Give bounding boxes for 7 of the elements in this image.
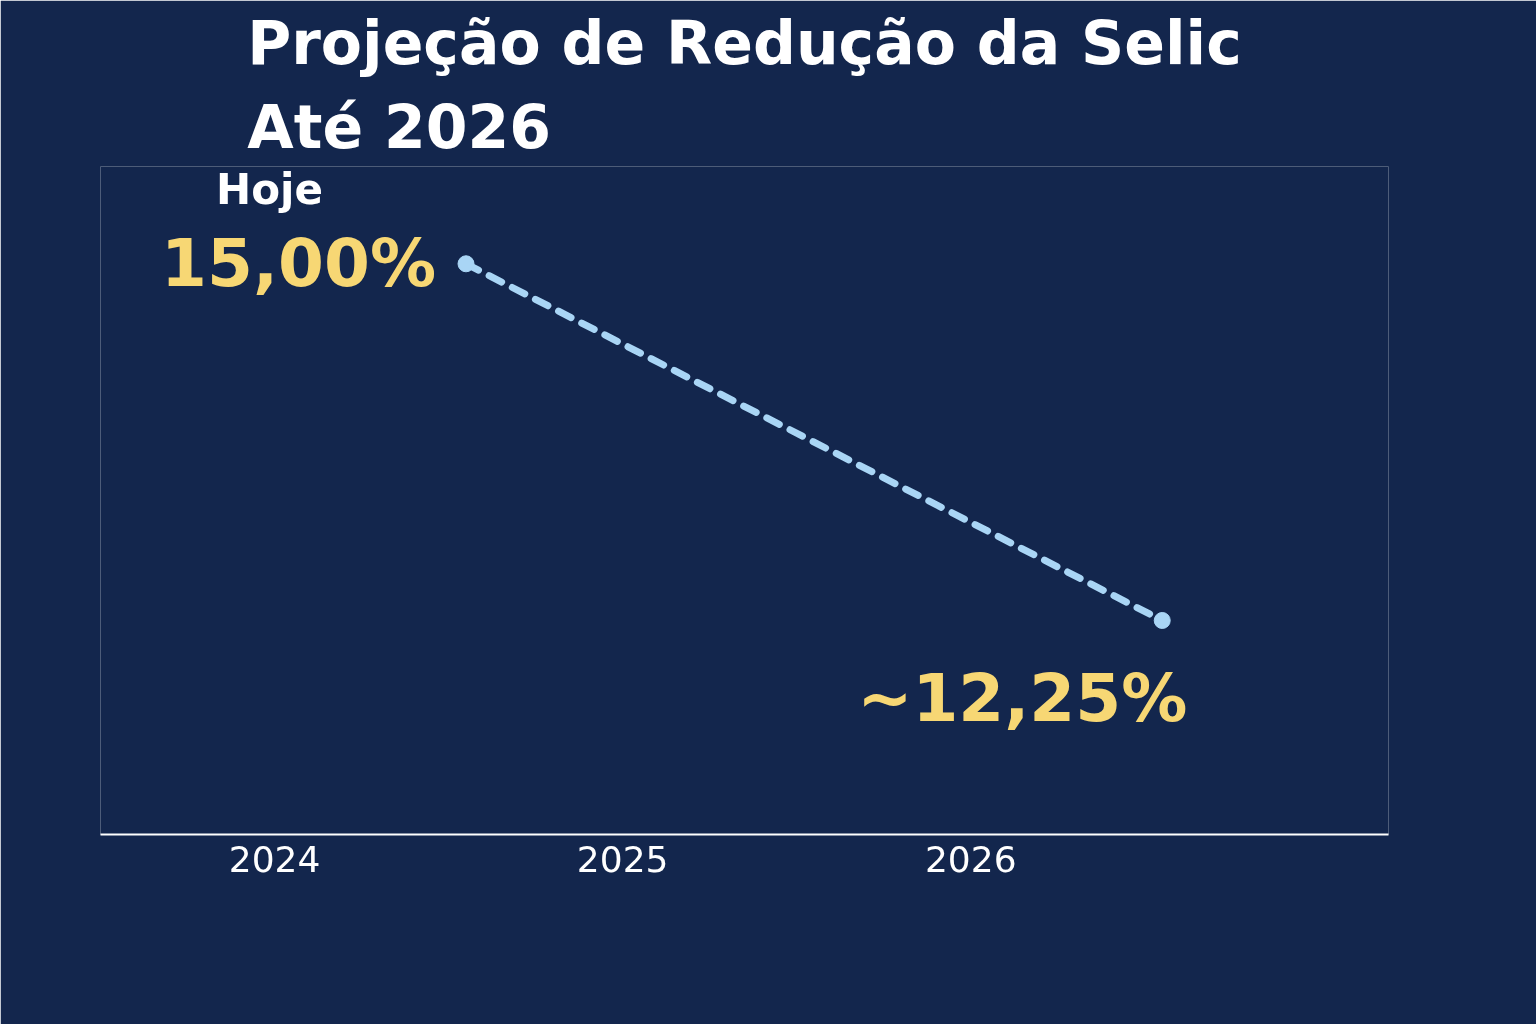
data-label: 15,00%	[161, 225, 437, 303]
x-tick-label: 2024	[228, 838, 321, 880]
x-tick-label: 2026	[924, 838, 1017, 880]
data-label: ~12,25%	[857, 660, 1188, 738]
x-tick-label: 2025	[576, 838, 669, 880]
chart-title: Projeção de Redução da Selic Até 2026	[247, 7, 1242, 162]
text: Hoje	[216, 164, 323, 214]
